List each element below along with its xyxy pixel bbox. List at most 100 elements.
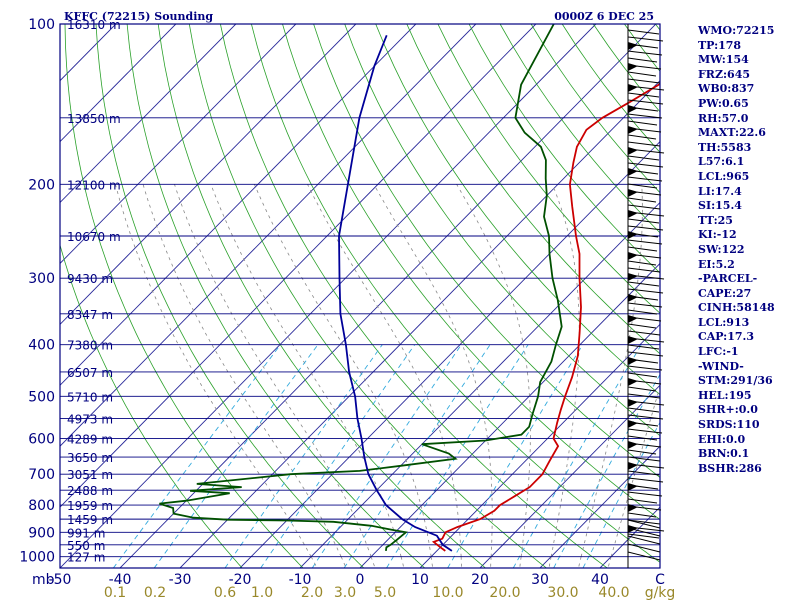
stat-line: SW:122 <box>698 242 745 256</box>
stat-line: L57:6.1 <box>698 155 745 169</box>
wind-pennant-icon <box>628 231 638 239</box>
wind-barb-icon <box>627 372 658 378</box>
moist-adiabat <box>430 556 434 568</box>
mixing-ratio-line <box>343 344 491 568</box>
wind-pennant-icon <box>628 336 638 344</box>
wind-barb-icon <box>627 414 664 420</box>
moist-adiabat <box>373 184 493 557</box>
stat-line: CINH:58148 <box>698 301 775 315</box>
isotherm <box>179 80 660 568</box>
moist-adiabat <box>550 184 580 557</box>
wind-barb-icon <box>627 197 657 203</box>
sounding-time: 0000Z 6 DEC 25 <box>554 10 654 23</box>
mixing-ratio-label: 40.0 <box>598 585 629 600</box>
pressure-tick-label: 200 <box>28 177 55 193</box>
wind-barb-icon <box>627 246 658 252</box>
mixing-ratio-label: 30.0 <box>547 585 578 600</box>
height-label: 1459 m <box>67 513 113 527</box>
height-label: 4973 m <box>67 412 113 426</box>
moist-adiabat <box>340 556 347 568</box>
mixing-ratio-line <box>260 344 416 568</box>
stat-line: WB0:837 <box>698 82 755 96</box>
wind-pennant-icon <box>628 399 638 407</box>
wind-pennant-icon <box>628 168 638 176</box>
dry-adiabat <box>468 24 660 274</box>
wind-barb-icon <box>627 260 657 266</box>
dry-adiabat <box>157 24 486 568</box>
wind-barb-icon <box>627 527 661 537</box>
height-label: 7380 m <box>67 339 113 353</box>
moist-adiabat <box>400 556 405 568</box>
wind-pennant-icon <box>628 273 638 281</box>
stat-line: CAPE:27 <box>698 286 752 300</box>
dry-adiabat <box>437 24 660 314</box>
parcel-profile <box>338 34 453 552</box>
mixing-ratio-label: 0.1 <box>104 585 126 600</box>
dry-adiabat <box>64 24 304 568</box>
isotherm <box>60 24 537 508</box>
mixing-ratio-line <box>553 373 660 568</box>
wind-barb-icon <box>627 218 660 224</box>
mixing-ratio-line <box>112 344 281 568</box>
moist-adiabat <box>607 556 612 568</box>
isotherm <box>119 24 657 568</box>
wind-barb-icon <box>627 428 663 434</box>
wind-pennant-icon <box>628 105 638 113</box>
moist-adiabat <box>548 556 552 568</box>
wind-barb-icon <box>627 435 658 441</box>
wind-barb-icon <box>627 512 657 518</box>
stat-line: LFC:-1 <box>698 345 739 359</box>
pressure-tick-label: 900 <box>28 525 55 541</box>
dry-adiabat <box>375 24 660 396</box>
pressure-tick-label: 100 <box>28 17 55 33</box>
mixing-ratio-line <box>311 344 462 568</box>
height-label: 13850 m <box>67 112 121 126</box>
plot-frame <box>59 23 661 569</box>
mixing-ratio-line <box>386 344 529 568</box>
wind-barb-icon <box>627 141 661 147</box>
wind-barb-icon <box>627 309 658 315</box>
stat-line: -WIND- <box>698 359 744 373</box>
moist-adiabat <box>254 184 432 557</box>
temperature-tick-label: -30 <box>169 572 192 588</box>
wind-barb-icon <box>627 456 661 462</box>
isotherm <box>299 201 660 568</box>
height-label: 8347 m <box>67 308 113 322</box>
pressure-tick-label: 700 <box>28 467 55 483</box>
pressure-tick-label: 600 <box>28 432 55 448</box>
wind-barb-icon <box>627 281 660 287</box>
stat-line: -PARCEL- <box>698 272 758 286</box>
wind-barb-icon <box>627 288 664 294</box>
height-label: 550 m <box>67 539 105 553</box>
dry-adiabat <box>126 24 425 568</box>
isotherm <box>60 24 417 386</box>
stat-line: MW:154 <box>698 53 749 67</box>
stat-line: MAXT:22.6 <box>698 126 766 140</box>
mixing-ratio-label: 10.0 <box>432 585 463 600</box>
wind-pennant-icon <box>628 357 638 365</box>
stat-line: LCL:913 <box>698 315 750 329</box>
wind-barb-icon <box>627 267 661 273</box>
wind-pennant-icon <box>628 504 638 512</box>
stat-line: FRZ:645 <box>698 67 751 81</box>
temperature-tick-label: 0 <box>356 572 365 588</box>
height-label: 9430 m <box>67 272 113 286</box>
wind-barb-icon <box>627 78 661 84</box>
temperature-tick-label: 40 <box>591 572 609 588</box>
moist-adiabat <box>519 556 522 568</box>
wind-pennant-icon <box>628 84 638 92</box>
moist-adiabat <box>460 556 462 568</box>
height-label: 4289 m <box>67 433 113 447</box>
dry-adiabat <box>95 24 365 568</box>
wind-pennant-icon <box>628 189 638 197</box>
height-label: 10670 m <box>67 230 121 244</box>
mixing-ratio-line <box>512 344 642 568</box>
wind-barb-icon <box>627 36 664 42</box>
wind-barb-icon <box>627 225 664 231</box>
height-label: 16310 m <box>67 18 121 32</box>
temperature-tick-label: -10 <box>289 572 312 588</box>
height-label: 6507 m <box>67 366 113 380</box>
stability-index-panel: WMO:72215 TP:178 MW:154 FRZ:645 WB0:837 PW:0.… <box>698 24 798 476</box>
wind-pennant-icon <box>628 294 638 302</box>
wind-barb-icon <box>627 155 660 161</box>
